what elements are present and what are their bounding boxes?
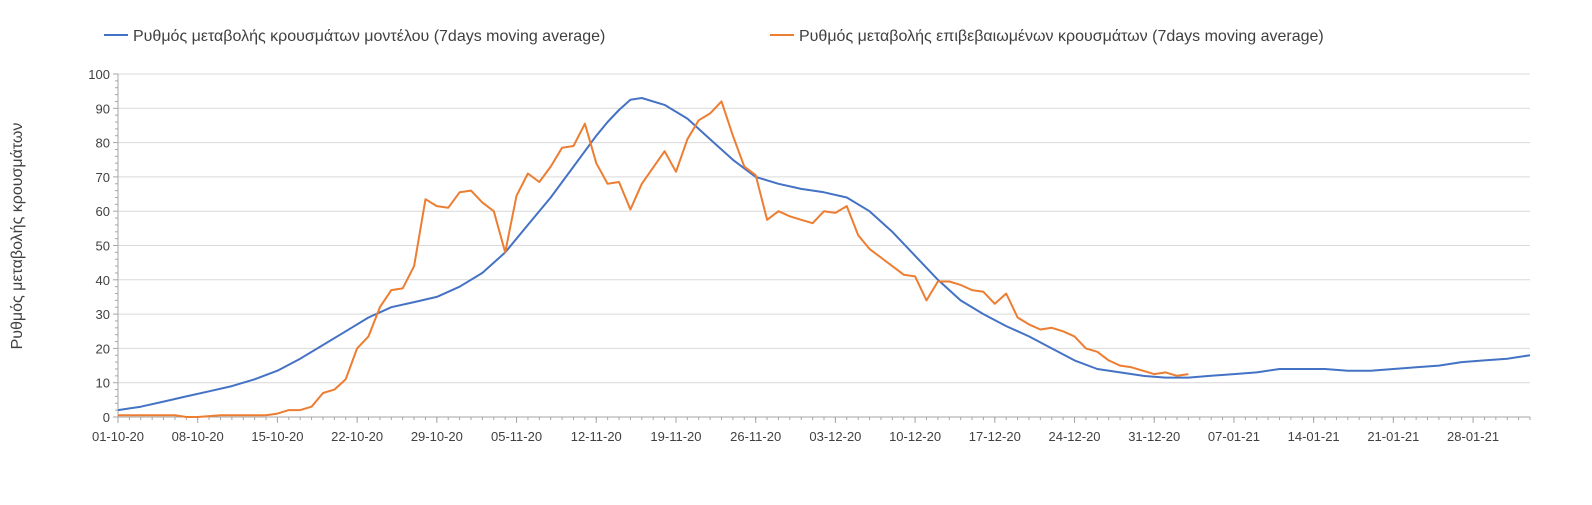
x-tick-label: 12-11-20 — [571, 429, 622, 444]
x-tick-label: 17-12-20 — [969, 429, 1021, 444]
y-tick-label: 0 — [103, 410, 110, 425]
x-tick-label: 01-10-20 — [92, 429, 144, 444]
y-tick-label: 70 — [96, 170, 110, 185]
y-axis: 0 10 20 30 40 50 60 70 80 90 100 — [88, 67, 119, 425]
y-tick-label: 60 — [96, 204, 110, 219]
gridlines — [118, 73, 1530, 384]
legend: Ρυθμός μεταβολής κρουσμάτων μοντέλου (7d… — [104, 28, 1324, 45]
legend-item-confirmed[interactable]: Ρυθμός μεταβολής επιβεβαιωμένων κρουσμάτ… — [770, 28, 1324, 45]
x-tick-label: 29-10-20 — [411, 429, 463, 444]
x-tick-label: 05-11-20 — [491, 429, 542, 444]
x-tick-label: 08-10-20 — [172, 429, 224, 444]
series-line-model — [117, 97, 1531, 412]
x-axis: 01-10-20 08-10-20 15-10-20 22-10-20 29-10-20… — [92, 416, 1531, 444]
legend-label-model: Ρυθμός μεταβολής κρουσμάτων μοντέλου (7d… — [133, 28, 605, 45]
x-tick-label: 14-01-21 — [1288, 429, 1340, 444]
x-tick-label: 07-01-21 — [1208, 429, 1260, 444]
x-tick-label: 22-10-20 — [331, 429, 383, 444]
series-group — [117, 97, 1531, 418]
x-tick-label: 10-12-20 — [889, 429, 941, 444]
y-tick-label: 80 — [96, 136, 110, 151]
x-tick-label: 28-01-21 — [1447, 429, 1499, 444]
y-tick-label: 100 — [88, 67, 110, 82]
y-tick-label: 20 — [96, 341, 110, 356]
y-tick-label: 10 — [96, 376, 110, 391]
y-tick-label: 40 — [96, 273, 110, 288]
x-tick-label: 19-11-20 — [650, 429, 701, 444]
x-tick-label: 24-12-20 — [1048, 429, 1100, 444]
x-tick-label: 21-01-21 — [1367, 429, 1419, 444]
y-tick-label: 90 — [96, 101, 110, 116]
x-tick-label: 31-12-20 — [1128, 429, 1180, 444]
y-tick-label: 30 — [96, 307, 110, 322]
x-tick-label: 15-10-20 — [251, 429, 303, 444]
legend-label-confirmed: Ρυθμός μεταβολής επιβεβαιωμένων κρουσμάτ… — [799, 28, 1324, 45]
legend-item-model[interactable]: Ρυθμός μεταβολής κρουσμάτων μοντέλου (7d… — [104, 28, 605, 45]
y-axis-title: Ρυθμός μεταβολής κρουσμάτων — [9, 123, 26, 350]
x-tick-label: 03-12-20 — [809, 429, 861, 444]
x-tick-label: 26-11-20 — [730, 429, 781, 444]
y-tick-label: 50 — [96, 239, 110, 254]
series-line-confirmed — [118, 100, 1189, 418]
